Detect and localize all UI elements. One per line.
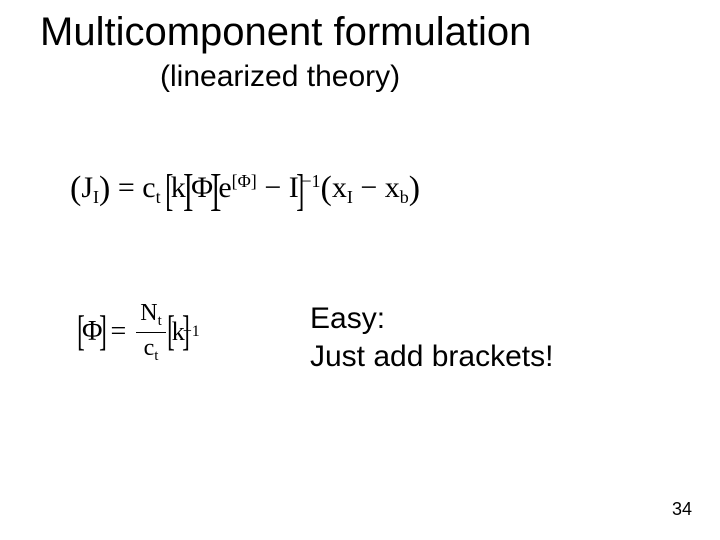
eq2-equals: =	[110, 316, 126, 348]
callout-line-1: Easy:	[310, 300, 553, 338]
eq2-lbracket-k: [	[167, 308, 175, 356]
eq1-x2: x	[385, 171, 400, 204]
callout-text: Easy: Just add brackets!	[310, 300, 553, 375]
equation-2: [Φ] = Nt ct [k]−1	[80, 300, 200, 364]
eq1-rparen2: )	[409, 170, 420, 207]
eq1-rbracket-exp: ]	[296, 165, 304, 216]
eq1-minus: −	[264, 171, 281, 204]
eq1-c-sub: t	[156, 187, 161, 207]
slide-subtitle: (linearized theory)	[160, 60, 400, 94]
eq1-equals: =	[118, 171, 135, 204]
eq2-c-sub: t	[154, 348, 158, 364]
eq2-N: N	[140, 300, 157, 326]
eq1-minus-2: −	[360, 171, 377, 204]
eq1-lbracket-phi: [	[186, 165, 194, 216]
eq1-e-sup: [Φ]	[232, 171, 257, 191]
eq1-lbracket-k: [	[165, 165, 173, 216]
eq2-N-sub: t	[158, 313, 162, 329]
eq1-x2-sub: b	[400, 187, 409, 207]
eq2-rbracket-k: ]	[182, 308, 190, 356]
eq1-x1: x	[332, 171, 347, 204]
eq2-lbracket-phi: [	[77, 308, 85, 356]
slide-title: Multicomponent formulation	[40, 10, 531, 55]
eq2-rbracket-phi: ]	[100, 308, 108, 356]
eq1-x1-sub: I	[347, 187, 353, 207]
eq1-J: J	[81, 171, 93, 204]
eq2-c: c	[144, 335, 155, 361]
callout-line-2: Just add brackets!	[310, 338, 553, 376]
slide: Multicomponent formulation (linearized t…	[0, 0, 720, 540]
eq1-c: c	[142, 171, 155, 204]
eq1-lparen: (	[70, 170, 81, 207]
equation-1: (JI) = ct [k][Φ][e[Φ] − I]−1(xI − xb)	[70, 165, 420, 216]
eq1-lparen2: (	[321, 170, 332, 207]
eq2-fraction: Nt ct	[136, 300, 166, 364]
eq1-lbracket-exp: [	[213, 165, 221, 216]
page-number: 34	[672, 499, 692, 520]
eq1-rparen: )	[99, 170, 110, 207]
eq2-fraction-bar	[136, 332, 166, 333]
